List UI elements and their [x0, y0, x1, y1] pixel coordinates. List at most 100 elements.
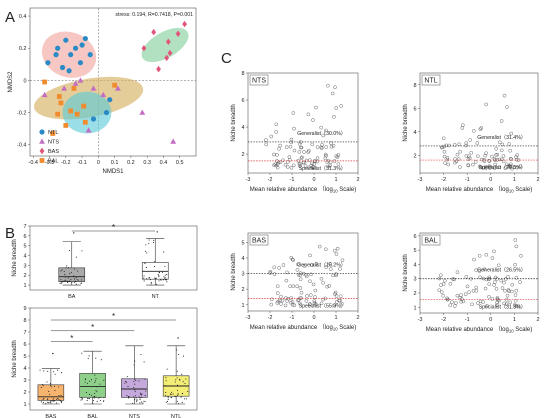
otu-point [508, 300, 512, 305]
jitter-point [126, 381, 128, 383]
otu-point [328, 261, 332, 266]
jitter-point [148, 243, 150, 245]
otu-point [485, 304, 489, 308]
jitter-point [48, 390, 50, 393]
otu-point [502, 280, 506, 285]
jitter-point [148, 239, 150, 241]
jitter-point [143, 361, 145, 363]
box-y-tick-label: 4 [23, 366, 26, 372]
otu-point [287, 155, 292, 159]
legend-marker-bas [39, 147, 45, 155]
jitter-point [47, 401, 49, 403]
category-label-ba: BA [68, 294, 76, 300]
jitter-point [95, 396, 97, 398]
otu-point [464, 274, 469, 279]
jitter-point [55, 398, 58, 400]
jitter-point [92, 400, 94, 402]
jitter-point [133, 364, 135, 366]
niche-y-tick-label: 3 [413, 277, 416, 283]
jitter-point [165, 377, 167, 379]
otu-point [475, 141, 480, 145]
otu-point [464, 154, 469, 158]
otu-point [290, 303, 295, 307]
otu-point [477, 164, 482, 169]
otu-point [484, 151, 488, 155]
jitter-point [129, 396, 131, 398]
otu-point [453, 157, 457, 161]
box-y-tick-label: 6 [23, 342, 26, 348]
point-bal [42, 79, 48, 85]
legend-label-bas: BAS [48, 149, 59, 155]
otu-point [513, 262, 517, 267]
jitter-point [94, 374, 96, 376]
otu-point [487, 158, 491, 163]
nmds-y-tick-label: 0 [23, 78, 26, 84]
jitter-point [177, 389, 179, 391]
outlier-point [156, 231, 158, 233]
jitter-point [56, 369, 59, 371]
point-ntl [68, 52, 74, 58]
otu-point [514, 155, 518, 159]
significance-marker: * [70, 334, 73, 343]
otu-point [288, 284, 292, 288]
jitter-point [90, 394, 92, 396]
point-ntl [66, 68, 72, 74]
otu-point [321, 297, 325, 302]
jitter-point [64, 280, 66, 282]
box-y-axis-label: Niche breadth [12, 340, 18, 377]
otu-point [329, 141, 333, 145]
otu-point [496, 263, 501, 268]
otu-point [499, 119, 504, 123]
niche-x-axis-label-part: Scale) [515, 187, 532, 193]
jitter-point [60, 394, 62, 397]
otu-point [320, 146, 324, 151]
otu-point [298, 164, 302, 168]
niche-x-axis-label: Mean relative abundance （log10 Scale) [426, 186, 532, 195]
otu-point [284, 296, 288, 300]
group-tag: BAS [252, 238, 266, 245]
otu-point [472, 257, 476, 262]
otu-point [327, 284, 331, 288]
jitter-point [177, 403, 180, 405]
jitter-point [88, 380, 91, 382]
box-panel-groups: 1 2 3 4 5 6 7 8 9 BAS BAL NTS NTL * * * Niche breadth [12, 306, 198, 418]
otu-point [298, 286, 303, 290]
otu-point [465, 284, 470, 289]
jitter-point [55, 402, 58, 404]
otu-point [332, 115, 336, 119]
jitter-point [174, 381, 176, 383]
otu-point [338, 267, 342, 271]
jitter-point [165, 401, 167, 403]
jitter-point [143, 400, 145, 402]
otu-point [275, 153, 279, 157]
otu-point [512, 165, 517, 170]
category-label-bas: BAS [45, 414, 56, 418]
otu-point [501, 154, 506, 158]
jitter-point [70, 271, 72, 274]
jitter-point [100, 359, 102, 361]
generalist-label: Generalist（26.5%） [477, 267, 526, 274]
jitter-point [60, 400, 62, 402]
otu-point [471, 162, 475, 167]
otu-point [334, 300, 339, 304]
significance-marker: * [112, 312, 115, 321]
jitter-point [142, 402, 144, 404]
jitter-point [170, 391, 173, 393]
otu-point [439, 273, 443, 278]
otu-point [308, 279, 312, 284]
otu-point [477, 254, 482, 258]
otu-point [503, 166, 508, 170]
jitter-point [54, 400, 56, 402]
jitter-point [88, 393, 91, 395]
otu-point [278, 298, 282, 303]
jitter-point [158, 275, 160, 277]
otu-point [299, 145, 304, 150]
otu-point [310, 161, 314, 166]
significance-marker: * [91, 323, 94, 332]
ellipse-nts [62, 91, 112, 134]
jitter-point [158, 280, 160, 282]
niche-x-tick-label: 2 [536, 317, 539, 323]
point-ntl [77, 60, 84, 66]
jitter-point [84, 381, 86, 383]
jitter-point [127, 386, 129, 388]
